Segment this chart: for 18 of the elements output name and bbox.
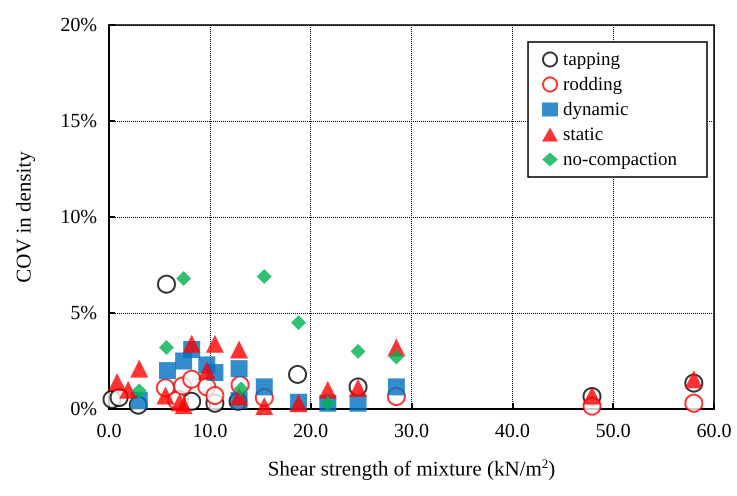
y-tick-label: 15% (60, 110, 97, 132)
y-tick-label: 10% (60, 206, 97, 228)
y-tick-label: 0% (70, 398, 97, 420)
x-tick-label: 0.0 (96, 420, 122, 442)
legend-label: static (563, 124, 604, 145)
x-tick-label: 20.0 (293, 420, 328, 442)
legend-label: dynamic (563, 99, 628, 120)
legend-label: rodding (563, 74, 623, 95)
y-axis-title: COV in density (12, 150, 36, 283)
y-tick-label: 5% (70, 302, 97, 324)
x-tick-label: 50.0 (596, 420, 631, 442)
x-tick-label: 40.0 (494, 420, 530, 442)
x-tick-label: 10.0 (192, 420, 228, 442)
legend-label: tapping (563, 49, 621, 70)
legend-label: no-compaction (563, 149, 678, 170)
x-tick-label: 30.0 (394, 420, 429, 442)
x-tick-label: 60.0 (696, 420, 732, 442)
y-tick-label: 20% (60, 14, 97, 36)
